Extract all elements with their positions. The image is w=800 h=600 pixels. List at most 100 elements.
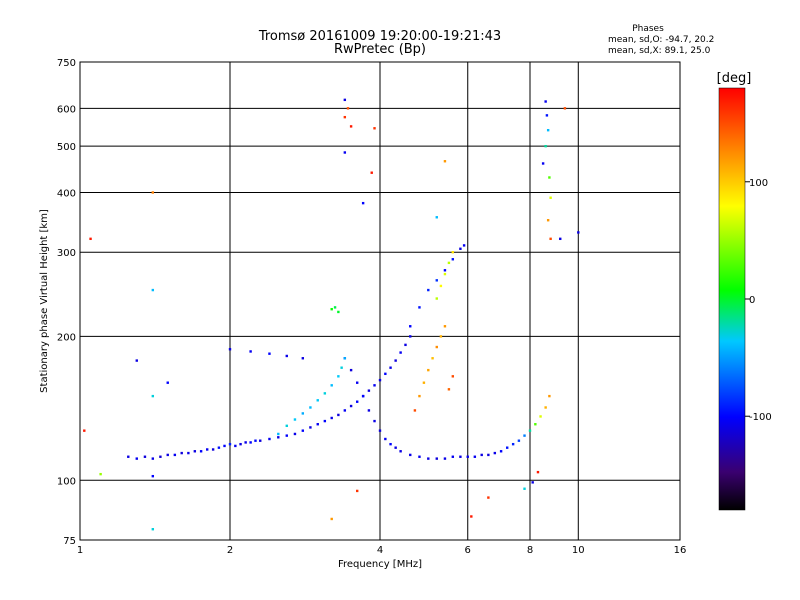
data-point bbox=[413, 409, 417, 412]
data-point bbox=[548, 394, 551, 398]
data-point bbox=[459, 247, 462, 250]
data-point bbox=[301, 412, 305, 415]
data-point bbox=[443, 160, 447, 163]
colorbar-ticks: 100 0 -100 bbox=[745, 178, 772, 423]
data-point bbox=[480, 453, 483, 457]
data-point bbox=[466, 455, 469, 458]
data-point bbox=[577, 231, 580, 234]
plot-frame bbox=[79, 61, 681, 541]
data-point bbox=[309, 406, 312, 409]
data-point bbox=[418, 394, 421, 398]
data-point bbox=[399, 351, 402, 354]
data-point bbox=[309, 426, 312, 429]
data-point bbox=[135, 457, 138, 460]
data-point bbox=[539, 415, 542, 418]
x-tick-label: 2 bbox=[227, 545, 233, 556]
data-point bbox=[373, 419, 376, 423]
data-point bbox=[511, 442, 515, 446]
data-point bbox=[151, 528, 155, 531]
data-point bbox=[544, 100, 547, 103]
x-tick-label: 4 bbox=[377, 545, 383, 556]
data-point bbox=[409, 453, 412, 457]
data-point bbox=[330, 307, 333, 311]
data-point bbox=[517, 439, 521, 442]
data-point bbox=[443, 457, 447, 460]
data-point bbox=[193, 450, 197, 453]
data-point bbox=[127, 455, 130, 458]
data-point bbox=[135, 359, 138, 362]
data-point bbox=[373, 127, 376, 130]
data-point bbox=[293, 432, 297, 436]
stats-line-x: mean, sd,X: 89.1, 25.0 bbox=[608, 46, 711, 56]
data-point bbox=[534, 423, 537, 426]
x-tick-label: 8 bbox=[527, 545, 533, 556]
stats-title: Phases bbox=[632, 24, 664, 34]
data-point bbox=[285, 424, 288, 428]
data-point bbox=[89, 237, 92, 241]
data-point bbox=[487, 496, 490, 499]
x-tick-label: 1 bbox=[77, 545, 83, 556]
data-point bbox=[422, 381, 426, 384]
data-point bbox=[389, 442, 392, 446]
data-point bbox=[301, 429, 305, 432]
data-point bbox=[563, 107, 567, 110]
data-point bbox=[451, 251, 455, 254]
data-point bbox=[99, 472, 102, 476]
data-point bbox=[409, 335, 412, 338]
data-point bbox=[349, 125, 353, 128]
data-point bbox=[205, 448, 209, 451]
data-point bbox=[151, 394, 155, 398]
data-point bbox=[439, 284, 443, 288]
data-point bbox=[268, 437, 271, 441]
data-point bbox=[355, 381, 359, 384]
data-point bbox=[487, 453, 490, 457]
data-point bbox=[541, 162, 545, 165]
data-point bbox=[549, 196, 552, 199]
data-point bbox=[470, 515, 473, 518]
data-points bbox=[83, 98, 580, 531]
y-tick-label: 400 bbox=[57, 188, 76, 199]
data-point bbox=[443, 325, 447, 328]
data-point bbox=[544, 144, 547, 148]
data-point bbox=[187, 451, 190, 455]
data-point bbox=[244, 441, 247, 444]
y-tick-label: 100 bbox=[57, 476, 76, 487]
y-axis-ticks: 75 100 200 300 400 500 600 750 bbox=[57, 58, 76, 547]
data-point bbox=[523, 487, 526, 490]
data-point bbox=[528, 429, 532, 432]
data-point bbox=[333, 306, 337, 309]
data-point bbox=[330, 416, 333, 420]
data-point bbox=[370, 171, 373, 174]
y-tick-label: 600 bbox=[57, 104, 76, 115]
data-point bbox=[435, 345, 438, 349]
data-point bbox=[447, 388, 451, 391]
data-point bbox=[83, 429, 86, 432]
data-point bbox=[337, 310, 340, 314]
data-point bbox=[285, 354, 288, 358]
data-point bbox=[409, 325, 412, 328]
data-point bbox=[211, 448, 215, 451]
colorbar-label: [deg] bbox=[717, 71, 752, 86]
data-point bbox=[259, 439, 262, 442]
data-point bbox=[462, 244, 466, 247]
data-point bbox=[151, 288, 155, 292]
data-point bbox=[435, 279, 438, 282]
data-point bbox=[427, 288, 430, 292]
data-point bbox=[330, 384, 333, 387]
data-point bbox=[389, 366, 392, 369]
data-point bbox=[367, 409, 371, 412]
data-point bbox=[404, 343, 407, 347]
data-point bbox=[323, 392, 327, 395]
data-point bbox=[151, 457, 155, 460]
data-point bbox=[384, 437, 387, 441]
data-point bbox=[435, 297, 438, 300]
data-point bbox=[399, 450, 402, 453]
data-point bbox=[378, 429, 382, 432]
data-point bbox=[378, 378, 382, 382]
x-tick-label: 10 bbox=[572, 545, 585, 556]
data-point bbox=[394, 446, 397, 449]
data-point bbox=[548, 176, 551, 179]
data-point bbox=[367, 389, 371, 392]
chart-subtitle: RwPretec (Bp) bbox=[334, 42, 426, 57]
